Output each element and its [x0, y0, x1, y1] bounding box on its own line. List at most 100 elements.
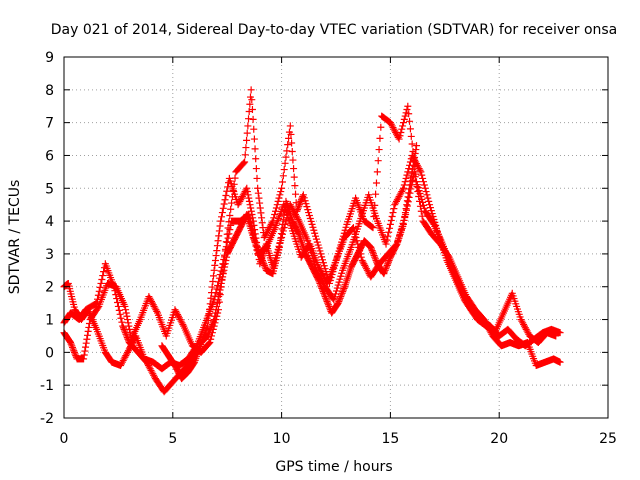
data-point — [212, 289, 220, 297]
data-point — [407, 132, 415, 140]
data-point — [386, 220, 394, 228]
data-point — [424, 194, 432, 202]
data-point — [416, 190, 424, 198]
data-point — [257, 209, 265, 217]
data-point — [380, 270, 388, 278]
data-point — [123, 312, 131, 320]
data-point — [217, 279, 225, 287]
data-point — [205, 329, 213, 337]
y-tick-label: 4 — [45, 214, 54, 230]
data-point — [259, 258, 267, 266]
data-point — [426, 201, 434, 209]
data-point — [243, 136, 251, 144]
data-point — [115, 306, 123, 314]
data-point — [83, 335, 91, 343]
data-point — [244, 191, 252, 199]
data-point — [250, 135, 258, 143]
data-point — [80, 355, 88, 363]
data-point — [204, 330, 212, 338]
data-point — [322, 296, 330, 304]
data-point — [319, 259, 327, 267]
data-point — [256, 204, 264, 212]
data-point — [99, 272, 107, 280]
data-point — [207, 335, 215, 343]
data-point — [297, 197, 305, 205]
data-point — [71, 350, 79, 358]
data-point — [330, 265, 338, 273]
y-tick-label: -1 — [40, 378, 54, 394]
data-point — [315, 276, 323, 284]
data-point — [218, 209, 226, 217]
data-point — [351, 230, 359, 238]
data-point — [259, 224, 267, 232]
data-point — [418, 171, 426, 179]
data-point — [100, 268, 108, 276]
data-point — [223, 230, 231, 238]
data-point — [407, 177, 415, 185]
data-point — [250, 125, 258, 133]
data-point — [404, 102, 412, 110]
data-point — [256, 252, 264, 260]
data-point — [332, 290, 340, 298]
data-point — [405, 185, 413, 193]
data-point — [211, 256, 219, 264]
data-point — [399, 184, 407, 192]
data-point — [419, 198, 427, 206]
y-tick-label: 5 — [45, 181, 54, 197]
data-point — [292, 190, 300, 198]
data-point — [271, 211, 279, 219]
data-point — [308, 220, 316, 228]
data-point — [413, 178, 421, 186]
data-point — [283, 147, 291, 155]
data-point — [285, 134, 293, 142]
data-point — [243, 129, 251, 137]
data-point — [411, 149, 419, 157]
data-point — [67, 340, 75, 348]
data-point — [84, 327, 92, 335]
data-point — [318, 284, 326, 292]
data-point — [228, 193, 236, 201]
data-point — [369, 224, 377, 232]
data-point — [218, 213, 226, 221]
data-point — [240, 159, 248, 167]
data-point — [258, 255, 266, 263]
data-point — [384, 232, 392, 240]
data-point — [373, 168, 381, 176]
data-point — [288, 148, 296, 156]
data-point — [350, 227, 358, 235]
data-point — [327, 274, 335, 282]
data-point — [212, 306, 220, 314]
data-point — [387, 216, 395, 224]
data-point — [279, 220, 287, 228]
data-point — [246, 100, 254, 108]
data-point — [314, 275, 322, 283]
data-point — [340, 229, 348, 237]
data-point — [119, 324, 127, 332]
data-point — [206, 339, 214, 347]
data-point — [219, 204, 227, 212]
data-point — [401, 178, 409, 186]
data-point — [368, 247, 376, 255]
data-point — [260, 260, 268, 268]
y-tick-label: 2 — [45, 280, 54, 296]
data-point — [280, 211, 288, 219]
data-point — [328, 271, 336, 279]
data-point — [210, 266, 218, 274]
data-point — [401, 212, 409, 220]
data-point — [223, 238, 231, 246]
x-tick-label: 20 — [490, 431, 508, 447]
data-point — [253, 242, 261, 250]
data-point — [372, 256, 380, 264]
data-point — [67, 339, 75, 347]
data-point — [396, 132, 404, 140]
data-point — [256, 199, 264, 207]
y-tick-label: 1 — [45, 313, 54, 329]
data-point — [208, 283, 216, 291]
data-point — [422, 188, 430, 196]
data-point — [416, 202, 424, 210]
data-point — [389, 209, 397, 217]
data-point — [229, 187, 237, 195]
data-point — [333, 253, 341, 261]
data-point — [214, 281, 222, 289]
data-point — [269, 217, 277, 225]
